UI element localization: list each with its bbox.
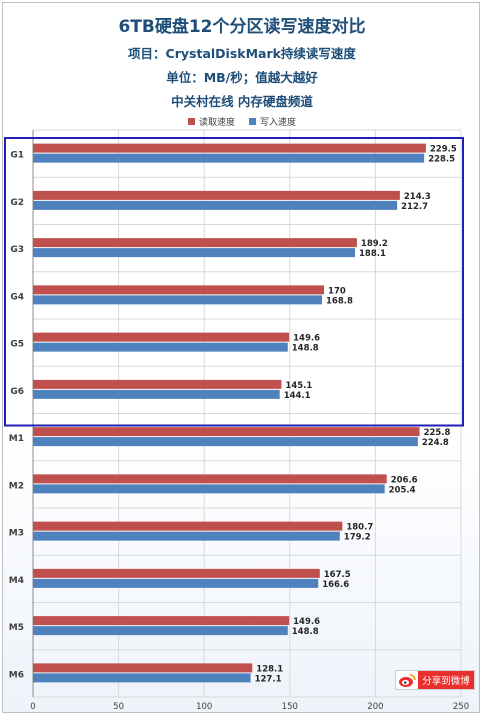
legend-label-read: 读取速度 xyxy=(198,118,235,128)
data-label-write: 148.8 xyxy=(292,344,319,354)
legend-item-read: 读取速度 xyxy=(187,115,235,128)
data-label-write: 148.8 xyxy=(292,627,319,637)
data-label-read: 229.5 xyxy=(430,145,457,155)
chart-frame xyxy=(2,2,480,713)
x-tick-label: 250 xyxy=(453,702,469,712)
category-label: G2 xyxy=(10,198,24,208)
bar-read xyxy=(33,285,325,295)
data-label-read: 145.1 xyxy=(285,381,312,391)
share-button-label: 分享到微博 xyxy=(418,671,474,689)
data-label-write: 188.1 xyxy=(359,249,386,259)
bar-read xyxy=(33,238,357,248)
bar-read xyxy=(33,521,343,531)
share-to-weibo-button[interactable]: 分享到微博 xyxy=(395,670,475,690)
category-label: G3 xyxy=(10,245,24,255)
bar-write xyxy=(33,484,385,494)
data-label-write: 212.7 xyxy=(401,202,428,212)
data-label-read: 180.7 xyxy=(346,523,373,533)
category-label: M4 xyxy=(9,576,24,586)
bar-write xyxy=(33,153,425,163)
category-label: G6 xyxy=(10,387,24,397)
category-label: G4 xyxy=(10,292,24,302)
data-label-read: 189.2 xyxy=(361,239,388,249)
category-label: M2 xyxy=(9,481,24,491)
bar-write xyxy=(33,200,398,210)
data-label-read: 128.1 xyxy=(256,664,283,674)
bar-write xyxy=(33,626,288,636)
category-label: G5 xyxy=(10,340,24,350)
chart-subtitle-project: 项目：CrystalDiskMark持续读写速度 xyxy=(128,46,356,61)
bar-write xyxy=(33,437,418,447)
bar-read xyxy=(33,616,290,626)
data-label-write: 168.8 xyxy=(326,296,353,306)
x-tick-label: 100 xyxy=(196,702,212,712)
chart-subtitle-source: 中关村在线 内存硬盘频道 xyxy=(171,94,313,109)
x-tick-label: 200 xyxy=(367,702,383,712)
bar-read xyxy=(33,427,420,437)
bar-write xyxy=(33,578,319,588)
category-label: M6 xyxy=(9,670,24,680)
data-label-write: 127.1 xyxy=(255,674,282,684)
data-label-write: 144.1 xyxy=(284,391,311,401)
data-label-read: 225.8 xyxy=(424,428,451,438)
bar-read xyxy=(33,143,426,153)
bar-write xyxy=(33,342,288,352)
data-label-write: 205.4 xyxy=(389,485,416,495)
data-label-read: 214.3 xyxy=(404,192,431,202)
bar-write xyxy=(33,389,280,399)
data-label-write: 179.2 xyxy=(344,533,371,543)
chart-subtitle-unit: 单位：MB/秒；值越大越好 xyxy=(166,70,318,85)
category-label: M5 xyxy=(9,623,24,633)
bar-write xyxy=(33,295,322,305)
chart-legend: 读取速度 写入速度 xyxy=(0,115,484,128)
highlight-box xyxy=(4,137,464,427)
bar-read xyxy=(33,332,290,342)
bar-write xyxy=(33,673,251,683)
bar-read xyxy=(33,474,387,484)
data-label-write: 228.5 xyxy=(428,155,455,165)
legend-swatch-write xyxy=(249,118,256,125)
bar-read xyxy=(33,663,253,673)
weibo-icon xyxy=(396,671,418,689)
data-label-read: 170 xyxy=(328,286,346,296)
category-label: G1 xyxy=(10,151,24,161)
chart-title: 6TB硬盘12个分区读写速度对比 xyxy=(118,17,366,37)
data-label-read: 149.6 xyxy=(293,334,320,344)
legend-item-write: 写入速度 xyxy=(249,115,296,128)
x-tick-label: 0 xyxy=(30,702,35,712)
bar-read xyxy=(33,190,400,200)
bar-read xyxy=(33,568,320,578)
data-label-read: 167.5 xyxy=(324,570,351,580)
bar-read xyxy=(33,379,282,389)
bar-write xyxy=(33,531,340,541)
category-label: M1 xyxy=(9,434,24,444)
legend-label-write: 写入速度 xyxy=(260,118,297,128)
category-label: M3 xyxy=(9,529,24,539)
bar-write xyxy=(33,248,356,258)
data-label-read: 206.6 xyxy=(391,475,418,485)
legend-swatch-read xyxy=(187,118,195,125)
data-label-write: 224.8 xyxy=(422,438,449,448)
x-tick-label: 150 xyxy=(282,702,298,712)
data-label-read: 149.6 xyxy=(293,617,320,627)
data-label-write: 166.6 xyxy=(322,580,349,590)
x-tick-label: 50 xyxy=(113,702,124,712)
